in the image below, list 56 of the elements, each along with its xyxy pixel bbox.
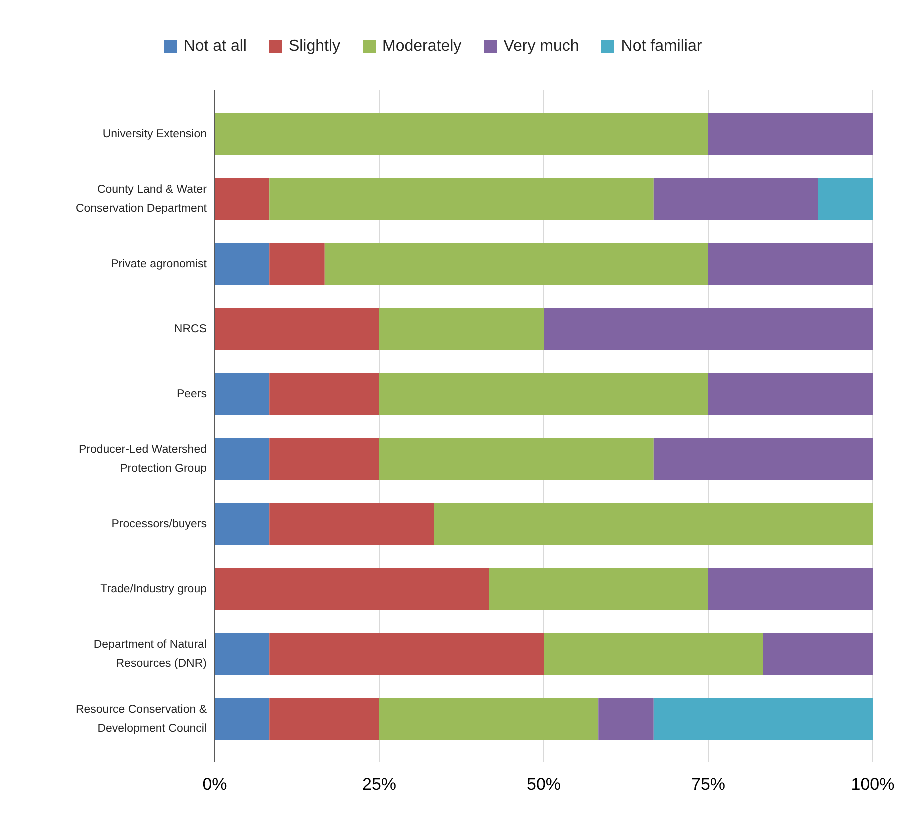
bar xyxy=(654,698,873,740)
bar xyxy=(708,113,873,155)
bar xyxy=(654,178,818,220)
bar xyxy=(270,243,325,285)
bar xyxy=(270,178,654,220)
y-tick-label: Resource Conservation & Development Council xyxy=(76,704,208,736)
bar xyxy=(708,243,873,285)
bar xyxy=(434,503,873,545)
bar xyxy=(270,698,380,740)
bar xyxy=(544,633,764,675)
bar xyxy=(270,438,380,480)
bar xyxy=(380,438,654,480)
y-tick-label: Trade/Industry group xyxy=(100,584,207,596)
bar xyxy=(215,243,270,285)
bar xyxy=(215,568,490,610)
legend-label: Not at all xyxy=(184,38,247,55)
bar xyxy=(215,178,270,220)
bar xyxy=(270,373,380,415)
y-tick-label: University Extension xyxy=(102,128,207,141)
bar xyxy=(215,373,270,415)
x-tick-label: 50% xyxy=(526,775,562,794)
legend-label: Not familiar xyxy=(621,38,702,55)
bar xyxy=(598,698,654,740)
x-tick-label: 100% xyxy=(851,775,895,794)
x-tick-label: 0% xyxy=(202,775,228,794)
y-tick-label: Producer-Led Watershed Protection Group xyxy=(78,444,207,476)
bar xyxy=(215,633,270,675)
bar xyxy=(380,698,599,740)
bar xyxy=(763,633,873,675)
bar xyxy=(654,438,873,480)
bar xyxy=(215,503,270,545)
y-tick-label: County Land & Water Conservation Department xyxy=(76,184,208,216)
bar xyxy=(708,373,873,415)
legend-label: Very much xyxy=(504,38,580,55)
x-tick-label: 25% xyxy=(362,775,397,794)
x-tick-label: 75% xyxy=(691,775,726,794)
bar xyxy=(324,243,708,285)
bar xyxy=(544,308,873,350)
bar xyxy=(270,503,434,545)
bar xyxy=(818,178,873,220)
y-tick-label: Peers xyxy=(176,388,208,401)
bar xyxy=(215,438,270,480)
y-tick-label: Private agronomist xyxy=(111,258,208,271)
bar xyxy=(380,308,544,350)
bar xyxy=(708,568,873,610)
bar xyxy=(270,633,544,675)
bar xyxy=(380,373,708,415)
bar xyxy=(489,568,708,610)
bar xyxy=(215,113,708,155)
y-tick-label: NRCS xyxy=(174,324,208,336)
y-tick-label: Processors/buyers xyxy=(112,518,208,531)
y-tick-label: Department of Natural Resources (DNR) xyxy=(94,639,208,670)
legend-label: Slightly xyxy=(288,38,341,55)
bar xyxy=(215,308,380,350)
bar xyxy=(215,698,270,740)
legend-label: Moderately xyxy=(382,38,462,55)
